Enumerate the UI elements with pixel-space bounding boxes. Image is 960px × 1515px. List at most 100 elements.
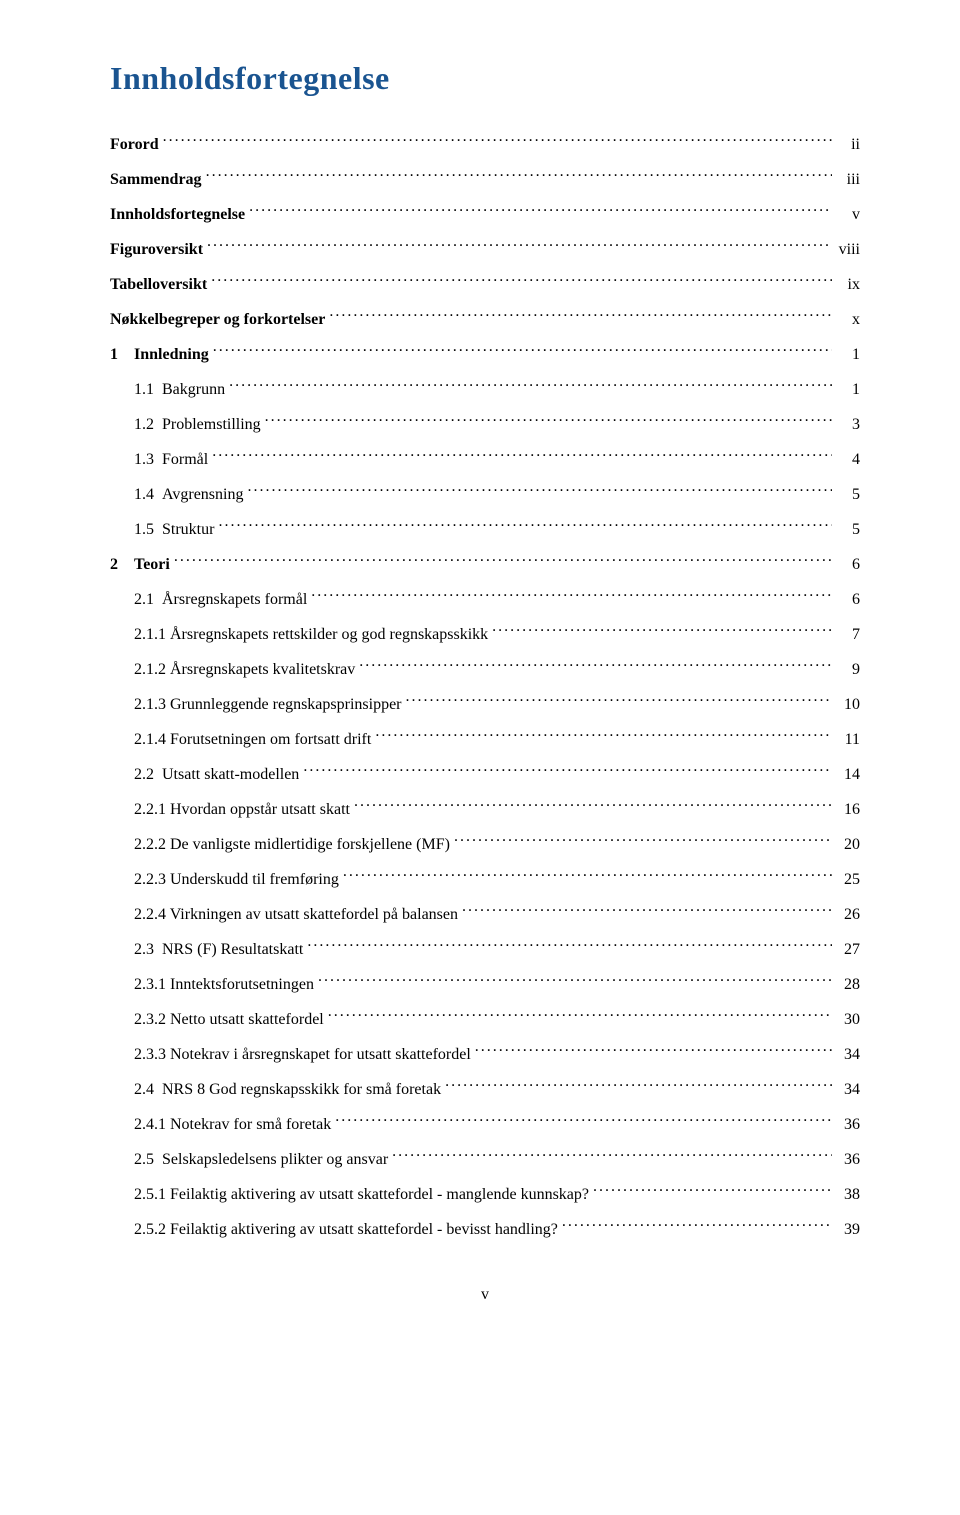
toc-entry: 2.3.2 Netto utsatt skattefordel 30 — [110, 1008, 860, 1032]
toc-entry: 2.1.3 Grunnleggende regnskapsprinsipper1… — [110, 693, 860, 717]
toc-label: Sammendrag — [110, 168, 202, 192]
toc-page-number: 34 — [836, 1043, 860, 1067]
toc-label: 2.4.1 Notekrav for små foretak — [110, 1113, 331, 1137]
toc-page-number: iii — [836, 168, 860, 192]
toc-leader-dots — [303, 763, 832, 779]
toc-page-number: 1 — [836, 343, 860, 367]
toc-leader-dots — [335, 1113, 832, 1129]
toc-page-number: 20 — [836, 833, 860, 857]
toc-leader-dots — [213, 343, 832, 359]
toc-entry: 1.5 Struktur 5 — [110, 518, 860, 542]
toc-leader-dots — [249, 203, 832, 219]
toc-leader-dots — [307, 938, 832, 954]
toc-page-number: 36 — [836, 1113, 860, 1137]
toc-entry: 2.3 NRS (F) Resultatskatt 27 — [110, 938, 860, 962]
page-number: v — [110, 1286, 860, 1304]
toc-label: 1.4 Avgrensning — [110, 483, 243, 507]
toc-label: 2.1.3 Grunnleggende regnskapsprinsipper — [110, 693, 402, 717]
toc-leader-dots — [445, 1078, 832, 1094]
toc-leader-dots — [218, 518, 832, 534]
toc-label: 2.3 NRS (F) Resultatskatt — [110, 938, 303, 962]
toc-page-number: ix — [836, 273, 860, 297]
toc-entry: Tabelloversikt ix — [110, 273, 860, 297]
toc-leader-dots — [375, 728, 832, 744]
toc-label: 2.2.2 De vanligste midlertidige forskjel… — [110, 833, 450, 857]
toc-leader-dots — [359, 658, 832, 674]
toc-page-number: 30 — [836, 1008, 860, 1032]
toc-leader-dots — [311, 588, 832, 604]
toc-entry: 2.2 Utsatt skatt-modellen14 — [110, 763, 860, 787]
toc-leader-dots — [329, 308, 832, 324]
toc-leader-dots — [343, 868, 832, 884]
toc-entry: 2.2.2 De vanligste midlertidige forskjel… — [110, 833, 860, 857]
toc-leader-dots — [318, 973, 832, 989]
toc-entry: 1.2 Problemstilling 3 — [110, 413, 860, 437]
toc-label: 2.2 Utsatt skatt-modellen — [110, 763, 299, 787]
toc-entry: 2.2.4 Virkningen av utsatt skattefordel … — [110, 903, 860, 927]
toc-leader-dots — [206, 168, 832, 184]
toc-leader-dots — [562, 1218, 832, 1234]
table-of-contents: Forordii Sammendrag iii Innholdsfortegnelse… — [110, 133, 860, 1242]
toc-leader-dots — [593, 1183, 832, 1199]
toc-leader-dots — [354, 798, 832, 814]
toc-page-number: 6 — [836, 553, 860, 577]
toc-label: 2.4 NRS 8 God regnskapsskikk for små for… — [110, 1078, 441, 1102]
toc-page-number: 28 — [836, 973, 860, 997]
toc-label: 1 Innledning — [110, 343, 209, 367]
toc-label: 2.3.3 Notekrav i årsregnskapet for utsat… — [110, 1043, 471, 1067]
toc-label: 2.2.1 Hvordan oppstår utsatt skatt — [110, 798, 350, 822]
toc-label: 2.2.4 Virkningen av utsatt skattefordel … — [110, 903, 458, 927]
toc-label: 2 Teori — [110, 553, 170, 577]
toc-page-number: 6 — [836, 588, 860, 612]
toc-label: Tabelloversikt — [110, 273, 207, 297]
toc-entry: 2.5 Selskapsledelsens plikter og ansvar3… — [110, 1148, 860, 1172]
toc-label: 1.3 Formål — [110, 448, 208, 472]
toc-leader-dots — [462, 903, 832, 919]
toc-leader-dots — [174, 553, 832, 569]
toc-entry: 1.4 Avgrensning 5 — [110, 483, 860, 507]
toc-entry: 2.3.3 Notekrav i årsregnskapet for utsat… — [110, 1043, 860, 1067]
toc-label: 2.1.1 Årsregnskapets rettskilder og god … — [110, 623, 488, 647]
toc-label: Forord — [110, 133, 159, 157]
toc-label: 1.2 Problemstilling — [110, 413, 261, 437]
toc-entry: 1.1 Bakgrunn 1 — [110, 378, 860, 402]
toc-leader-dots — [163, 133, 832, 149]
toc-entry: Figuroversiktviii — [110, 238, 860, 262]
toc-page-number: 4 — [836, 448, 860, 472]
toc-label: 1.1 Bakgrunn — [110, 378, 225, 402]
toc-entry: 2.4.1 Notekrav for små foretak 36 — [110, 1113, 860, 1137]
toc-label: 2.5.1 Feilaktig aktivering av utsatt ska… — [110, 1183, 589, 1207]
toc-leader-dots — [328, 1008, 832, 1024]
toc-entry: Innholdsfortegnelsev — [110, 203, 860, 227]
toc-page-number: 11 — [836, 728, 860, 752]
toc-entry: 2.1.4 Forutsetningen om fortsatt drift 11 — [110, 728, 860, 752]
toc-label: 2.2.3 Underskudd til fremføring — [110, 868, 339, 892]
toc-page-number: 1 — [836, 378, 860, 402]
toc-page-number: 5 — [836, 518, 860, 542]
toc-entry: 2.1.1 Årsregnskapets rettskilder og god … — [110, 623, 860, 647]
toc-label: 2.1.4 Forutsetningen om fortsatt drift — [110, 728, 371, 752]
toc-page-number: 3 — [836, 413, 860, 437]
toc-page-number: 5 — [836, 483, 860, 507]
toc-label: 2.3.2 Netto utsatt skattefordel — [110, 1008, 324, 1032]
toc-page-number: 39 — [836, 1218, 860, 1242]
toc-page-number: 9 — [836, 658, 860, 682]
toc-leader-dots — [406, 693, 833, 709]
toc-entry: Nøkkelbegreper og forkortelserx — [110, 308, 860, 332]
page-title: Innholdsfortegnelse — [110, 60, 860, 97]
toc-leader-dots — [265, 413, 832, 429]
toc-leader-dots — [392, 1148, 832, 1164]
toc-entry: Sammendrag iii — [110, 168, 860, 192]
toc-entry: Forordii — [110, 133, 860, 157]
toc-page-number: 25 — [836, 868, 860, 892]
toc-leader-dots — [211, 273, 832, 289]
toc-entry: 2.2.3 Underskudd til fremføring 25 — [110, 868, 860, 892]
toc-label: 2.5.2 Feilaktig aktivering av utsatt ska… — [110, 1218, 558, 1242]
toc-page-number: 7 — [836, 623, 860, 647]
toc-label: 2.5 Selskapsledelsens plikter og ansvar — [110, 1148, 388, 1172]
toc-page-number: 27 — [836, 938, 860, 962]
toc-label: 1.5 Struktur — [110, 518, 214, 542]
toc-entry: 2.1.2 Årsregnskapets kvalitetskrav9 — [110, 658, 860, 682]
toc-leader-dots — [247, 483, 832, 499]
toc-label: 2.3.1 Inntektsforutsetningen — [110, 973, 314, 997]
